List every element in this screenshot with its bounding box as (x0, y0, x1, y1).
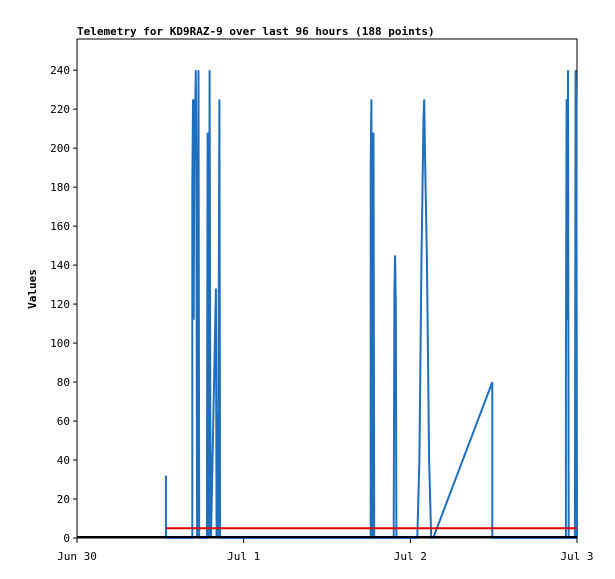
series-layer (77, 70, 578, 539)
y-tick-label: 60 (57, 415, 70, 428)
x-tick-label: Jul 2 (394, 550, 427, 563)
x-tick-label: Jul 1 (227, 550, 260, 563)
y-tick-label: 140 (50, 259, 70, 272)
y-tick-label: 220 (50, 103, 70, 116)
y-axis: 0 20 40 60 80 100 120 140 160 180 200 220 240 (50, 64, 77, 545)
y-tick-label: 40 (57, 454, 70, 467)
y-tick-label: 20 (57, 493, 70, 506)
y-tick-label: 200 (50, 142, 70, 155)
y-tick-label: 80 (57, 376, 70, 389)
chart-title: Telemetry for KD9RAZ-9 over last 96 hour… (77, 25, 435, 38)
y-tick-label: 160 (50, 220, 70, 233)
y-axis-label: Values (26, 269, 39, 309)
y-tick-label: 0 (63, 532, 70, 545)
x-axis: Jun 30 Jul 1 Jul 2 Jul 3 (57, 538, 594, 563)
x-tick-label: Jun 30 (57, 550, 97, 563)
y-tick-label: 180 (50, 181, 70, 194)
plot-area (76, 38, 578, 539)
y-tick-label: 100 (50, 337, 70, 350)
y-tick-label: 120 (50, 298, 70, 311)
x-tick-label: Jul 3 (560, 550, 593, 563)
y-tick-label: 240 (50, 64, 70, 77)
